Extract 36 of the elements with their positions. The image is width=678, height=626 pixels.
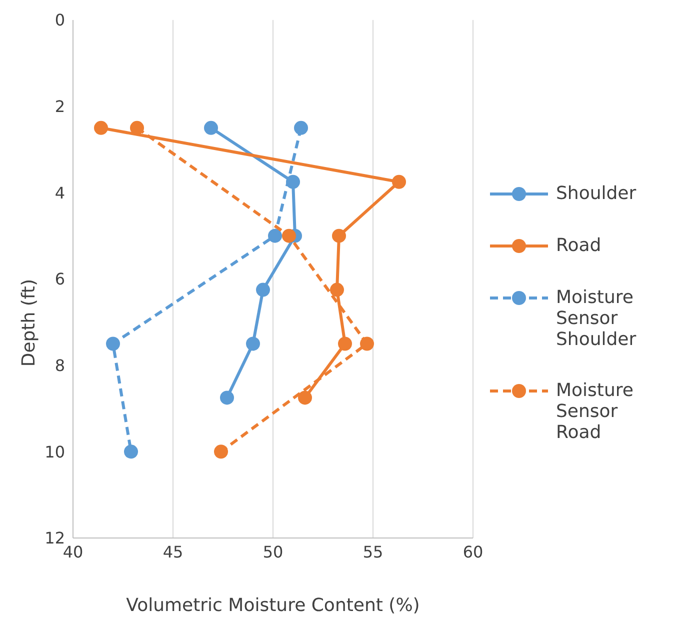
x-axis-title: Volumetric Moisture Content (%) (126, 594, 420, 616)
point (392, 174, 406, 189)
point (360, 336, 374, 351)
x-tick-label: 60 (462, 542, 484, 562)
point (214, 444, 228, 459)
y-tick-label: 10 (44, 442, 65, 462)
x-tick-label: 55 (362, 542, 384, 562)
y-tick-label: 4 (54, 183, 65, 202)
point (256, 282, 270, 297)
point (204, 120, 218, 135)
point (298, 390, 312, 405)
point (268, 228, 282, 243)
legend-label: Moisture Sensor Road (556, 380, 634, 443)
point (246, 336, 260, 351)
point (124, 444, 138, 459)
point (294, 120, 308, 135)
point (220, 390, 234, 405)
legend-label: Moisture Sensor Shoulder (556, 287, 638, 350)
point (338, 336, 352, 351)
point (106, 336, 120, 351)
y-axis-title: Depth (ft) (18, 279, 40, 367)
legend-label: Shoulder (556, 183, 638, 204)
y-tick-label: 0 (54, 10, 65, 30)
x-tick-label: 50 (262, 542, 284, 562)
x-tick-label: 45 (162, 542, 184, 562)
point (332, 228, 346, 243)
y-tick-label: 8 (54, 356, 65, 376)
point (282, 228, 296, 243)
x-tick-label: 40 (62, 542, 84, 562)
point (330, 282, 344, 297)
point (94, 120, 108, 135)
y-tick-label: 6 (54, 270, 65, 289)
y-tick-label: 12 (44, 528, 65, 548)
legend-label: Road (556, 235, 602, 256)
y-tick-label: 2 (54, 97, 65, 116)
point (130, 120, 144, 135)
